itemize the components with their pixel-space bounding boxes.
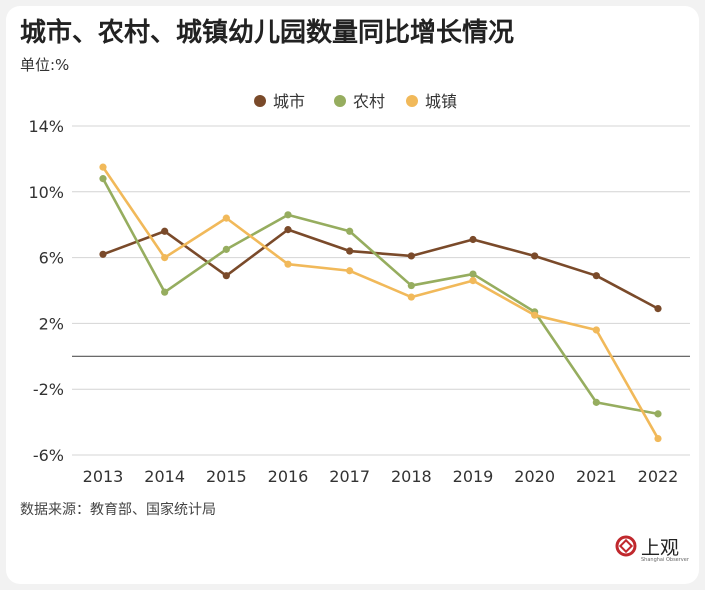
data-point [469, 235, 477, 244]
x-tick-label: 2021 [576, 467, 617, 486]
y-tick-label: 2% [39, 314, 64, 333]
data-point [346, 247, 354, 255]
legend-label: 农村 [353, 92, 385, 111]
x-tick-label: 2017 [329, 467, 370, 486]
x-tick-label: 2014 [144, 467, 185, 486]
legend-label: 城镇 [425, 92, 457, 111]
unit-label: 单位:% [20, 56, 70, 74]
data-point [346, 267, 354, 275]
logo-text: 上观 [641, 537, 680, 559]
data-point [592, 272, 600, 280]
x-tick-label: 2013 [83, 467, 124, 486]
data-point [407, 293, 415, 301]
x-tick-label: 2018 [391, 467, 432, 486]
y-tick-label: 6% [39, 249, 64, 268]
data-point [99, 163, 107, 171]
data-point [99, 250, 107, 258]
data-point [654, 410, 662, 418]
series-line-1 [101, 177, 660, 416]
data-point [469, 277, 477, 285]
data-point [531, 252, 539, 260]
shanghai-observer-logo: 上观 Shanghai Observer [615, 533, 705, 567]
data-point [161, 227, 169, 235]
chart-card [6, 6, 699, 584]
x-tick-label: 2016 [268, 467, 309, 486]
data-point [284, 226, 292, 234]
data-point [99, 175, 107, 183]
data-point [592, 398, 600, 406]
y-tick-label: -6% [33, 446, 64, 465]
x-tick-label: 2015 [206, 467, 247, 486]
legend-label: 城市 [273, 92, 305, 111]
data-point [346, 227, 354, 235]
y-tick-label: 10% [28, 183, 64, 202]
legend-marker [334, 95, 346, 107]
legend-marker [254, 95, 266, 107]
source-note: 数据来源：教育部、国家统计局 [20, 502, 216, 518]
data-point [222, 272, 230, 280]
x-tick-label: 2020 [514, 467, 555, 486]
y-tick-label: 14% [28, 117, 64, 136]
data-point [161, 254, 169, 262]
logo-subtext: Shanghai Observer [641, 557, 689, 563]
data-point [654, 434, 662, 443]
data-point [284, 260, 292, 268]
data-point [161, 288, 169, 296]
data-point [222, 214, 230, 222]
data-point [469, 270, 477, 278]
data-point [407, 252, 415, 260]
data-point [531, 311, 539, 319]
data-point [654, 304, 662, 313]
x-tick-label: 2022 [638, 467, 679, 486]
data-point [407, 281, 415, 290]
data-point [222, 245, 230, 253]
legend-marker [406, 95, 418, 107]
chart-title: 城市、农村、城镇幼儿园数量同比增长情况 [20, 18, 515, 48]
series-line-2 [101, 165, 660, 440]
y-tick-label: -2% [33, 380, 64, 399]
data-point [284, 211, 292, 219]
data-point [592, 326, 600, 334]
x-tick-label: 2019 [453, 467, 494, 486]
series-line-0 [101, 228, 660, 310]
logo-icon [615, 535, 637, 557]
